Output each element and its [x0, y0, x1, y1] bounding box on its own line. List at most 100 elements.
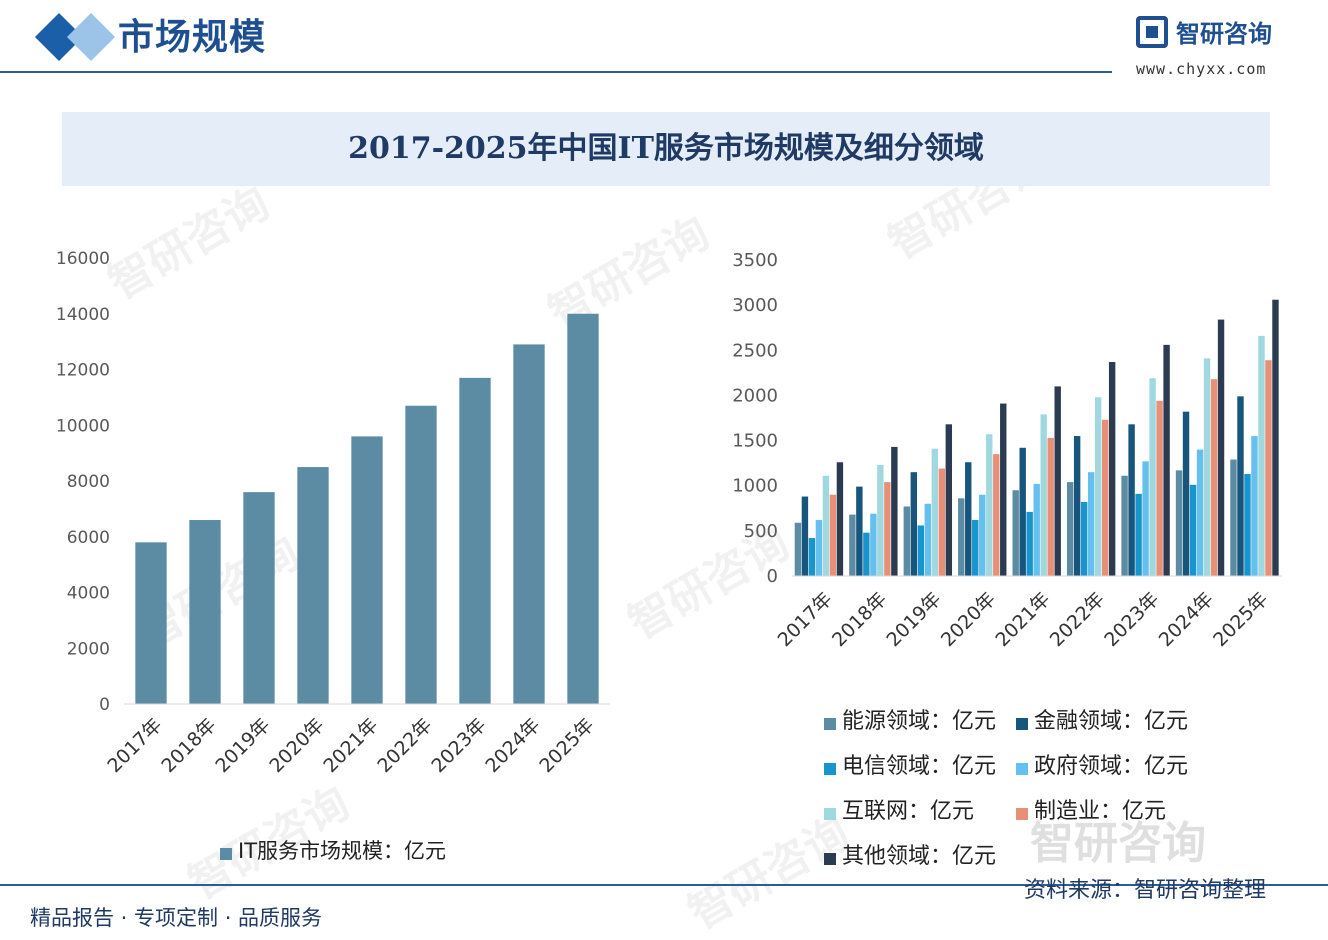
- legend-swatch: [824, 718, 836, 730]
- bar: [986, 434, 993, 576]
- legend-label: 政府领域：亿元: [1034, 754, 1188, 779]
- legend-swatch: [220, 848, 232, 860]
- bar: [1272, 299, 1279, 576]
- bar: [1210, 379, 1218, 576]
- y-tick-label: 1500: [732, 431, 778, 452]
- legend-label: 其他领域：亿元: [842, 844, 996, 869]
- header: 市场规模 智研咨询 www.chyxx.com: [0, 0, 1328, 80]
- y-tick-label: 6000: [67, 528, 110, 548]
- bar: [1108, 362, 1116, 576]
- legend-swatch: [824, 763, 836, 775]
- legend-label: 电信领域：亿元: [842, 754, 996, 779]
- x-tick-label: 2018年: [828, 588, 891, 651]
- bar: [513, 344, 545, 704]
- bar: [1182, 411, 1190, 576]
- y-tick-label: 2000: [732, 385, 778, 406]
- bar: [405, 405, 437, 704]
- bar: [808, 538, 816, 576]
- y-tick-label: 500: [744, 521, 778, 542]
- bar: [829, 494, 837, 576]
- bar: [794, 522, 802, 576]
- bar: [1163, 344, 1170, 576]
- bar: [1230, 459, 1237, 576]
- header-divider: [0, 71, 1112, 73]
- bar: [849, 514, 856, 576]
- source-note: 资料来源：智研咨询整理: [1024, 878, 1267, 903]
- y-tick-label: 16000: [56, 249, 110, 269]
- bar: [891, 446, 898, 576]
- legend-swatch: [1016, 808, 1028, 820]
- bar: [836, 462, 844, 576]
- section-title: 市场规模: [118, 17, 267, 58]
- bar: [1073, 436, 1081, 576]
- legend-label: 制造业：亿元: [1034, 799, 1166, 824]
- x-tick-label: 2024年: [1155, 588, 1218, 651]
- bar: [993, 454, 1000, 576]
- watermark-brand: 智研咨询: [1030, 818, 1206, 869]
- y-tick-label: 3000: [732, 295, 778, 316]
- y-tick-label: 0: [99, 695, 110, 715]
- y-tick-label: 2500: [732, 340, 778, 361]
- brand: 智研咨询 www.chyxx.com: [1136, 14, 1316, 78]
- y-tick-label: 8000: [67, 472, 110, 492]
- bar: [1047, 437, 1054, 576]
- x-tick-label: 2023年: [1100, 588, 1163, 651]
- bar: [910, 472, 918, 576]
- bar: [958, 498, 965, 576]
- footer-slogan: 精品报告 · 专项定制 · 品质服务: [30, 906, 323, 930]
- bar: [1189, 484, 1197, 576]
- y-tick-label: 0: [767, 566, 778, 587]
- bar: [1128, 424, 1135, 576]
- bar: [1033, 483, 1040, 576]
- bar: [1244, 473, 1251, 576]
- bar: [1066, 482, 1074, 576]
- bar: [1217, 319, 1225, 576]
- footer-divider: [0, 884, 1328, 886]
- bar: [877, 464, 884, 576]
- y-tick-label: 1000: [732, 476, 778, 497]
- x-tick-label: 2025年: [1209, 588, 1272, 651]
- bar: [972, 520, 979, 576]
- x-tick-label: 2017年: [774, 588, 837, 651]
- bar: [1203, 358, 1211, 576]
- bar: [856, 486, 863, 576]
- bar: [1040, 414, 1047, 576]
- bar: [1175, 470, 1183, 576]
- legend-swatch: [1016, 718, 1028, 730]
- bar: [1054, 386, 1061, 576]
- x-tick-label: 2021年: [991, 588, 1054, 651]
- bar: [945, 424, 953, 576]
- legend-swatch: [824, 808, 836, 820]
- legend-label: IT服务市场规模：亿元: [238, 839, 446, 863]
- bar: [243, 492, 275, 704]
- chart-title: 2017-2025年中国IT服务市场规模及细分领域: [348, 131, 984, 166]
- bar: [965, 462, 972, 576]
- bar: [1080, 501, 1088, 576]
- bar: [979, 494, 986, 576]
- y-tick-label: 2000: [67, 639, 110, 659]
- bar: [1237, 396, 1244, 576]
- bar: [1000, 403, 1007, 576]
- bar: [863, 532, 870, 576]
- bar: [1087, 472, 1095, 576]
- bar: [815, 520, 823, 576]
- brand-url: www.chyxx.com: [1136, 60, 1267, 78]
- bar: [822, 475, 830, 576]
- legend-swatch: [1016, 763, 1028, 775]
- legend-label: 能源领域：亿元: [842, 709, 996, 734]
- legend-label: 互联网：亿元: [842, 799, 974, 824]
- bar: [1101, 419, 1109, 576]
- bar: [1019, 447, 1026, 576]
- bar: [567, 313, 599, 704]
- bar: [1251, 436, 1258, 576]
- bar: [1012, 490, 1019, 576]
- bar: [931, 448, 939, 576]
- title-banner: 2017-2025年中国IT服务市场规模及细分领域: [62, 112, 1270, 186]
- bar: [870, 513, 877, 576]
- y-tick-label: 14000: [56, 305, 110, 325]
- x-tick-label: 2022年: [1046, 588, 1109, 651]
- bar: [1258, 335, 1265, 576]
- y-tick-label: 12000: [56, 361, 110, 381]
